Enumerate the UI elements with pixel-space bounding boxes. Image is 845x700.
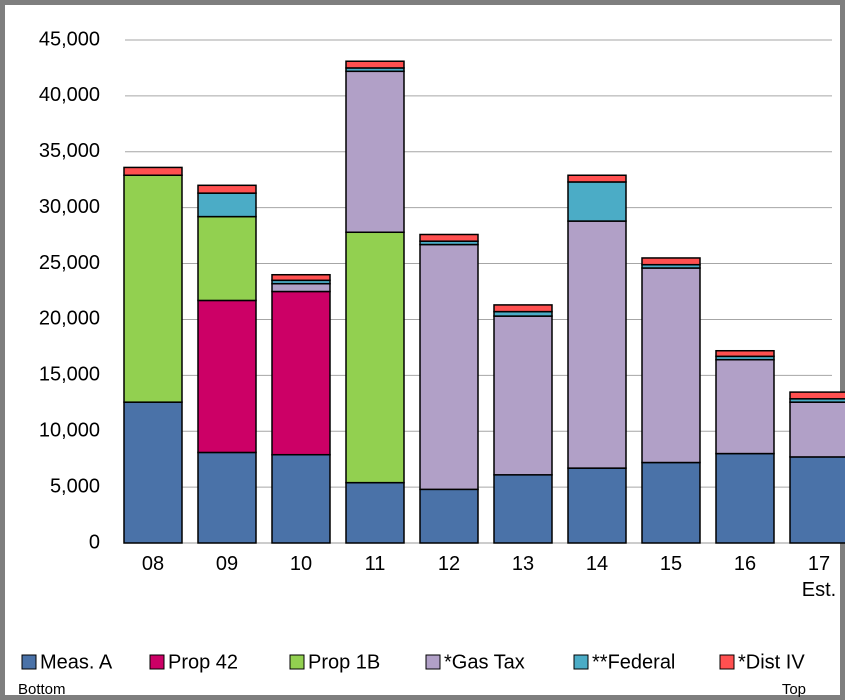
bar-segment [567,174,627,183]
legend-swatch [425,654,441,670]
legend-note: Bottom [18,681,66,698]
legend-label: Prop 42 [168,651,238,673]
bar-segment [197,451,257,544]
legend-label: **Federal [592,651,675,673]
x-tick-label: 17 Est. [801,553,837,601]
bar-segment [345,231,405,484]
legend-label: *Gas Tax [444,651,525,673]
y-tick-label: 45,000 [39,28,100,50]
bar-segment [419,243,479,491]
legend-note: Top [782,681,806,698]
y-tick-label: 30,000 [39,196,100,218]
y-tick-label: 40,000 [39,84,100,106]
bar-segment [567,220,627,469]
bar-segment [123,166,183,177]
x-tick-label: 10 [289,553,313,575]
bar-segment [789,401,845,458]
y-tick-label: 15,000 [39,364,100,386]
bar-segment [789,391,845,400]
x-tick-label: 09 [215,553,239,575]
legend-label: Meas. A [40,651,113,673]
y-tick-label: 25,000 [39,252,100,274]
bar-segment [123,174,183,403]
bar-segment [493,304,553,313]
legend-label: *Dist IV [738,651,805,673]
y-tick-label: 0 [89,531,100,553]
x-tick-label: 08 [141,553,165,575]
y-tick-label: 35,000 [39,140,100,162]
bar-segment [715,349,775,358]
bar-segment [345,60,405,69]
bar-segment [493,474,553,544]
bar-segment [641,461,701,544]
legend-swatch [573,654,589,670]
x-tick-label: 13 [511,553,535,575]
bar-segment [271,290,331,456]
bar-segment [789,456,845,544]
bar-segment [197,184,257,194]
bar-segment [567,467,627,544]
bar-segment [641,257,701,266]
y-tick-label: 10,000 [39,420,100,442]
bar-segment [345,481,405,544]
x-tick-label: 15 [659,553,683,575]
bar-segment [197,192,257,218]
legend-swatch [149,654,165,670]
x-tick-label: 16 [733,553,757,575]
bar-segment [493,315,553,476]
bar-segment [271,282,331,293]
legend-swatch [719,654,735,670]
bar-segment [641,267,701,464]
bar-segment [197,215,257,302]
bar-segment [271,273,331,282]
x-tick-label: 12 [437,553,461,575]
legend-swatch [289,654,305,670]
legend-swatch [21,654,37,670]
bar-segment [123,401,183,544]
legend-label: Prop 1B [308,651,380,673]
bar-segment [715,452,775,544]
bar-segment [419,488,479,544]
y-tick-label: 5,000 [50,475,100,497]
bar-segment [567,181,627,222]
x-tick-label: 11 [364,553,386,575]
x-tick-label: 14 [585,553,609,575]
bar-segment [715,358,775,455]
y-tick-label: 20,000 [39,308,100,330]
bar-segment [197,299,257,454]
bar-segment [419,233,479,242]
bar-segment [345,70,405,234]
bar-segment [271,453,331,544]
